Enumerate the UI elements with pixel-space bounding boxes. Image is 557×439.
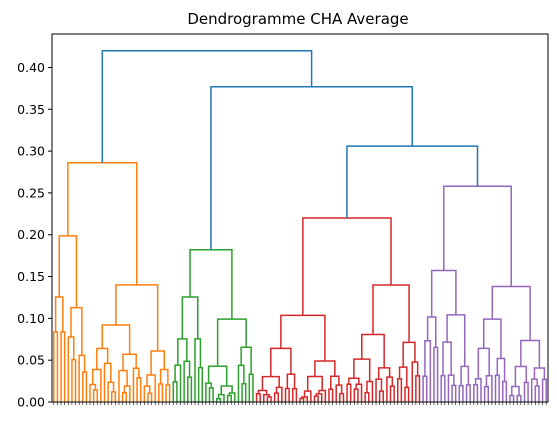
dendrogram-link <box>91 368 102 402</box>
dendrogram-link <box>377 367 391 380</box>
dendrogram-link <box>442 341 452 376</box>
dendrogram-link <box>501 380 508 402</box>
dendrogram-link <box>292 387 298 402</box>
dendrogram-link <box>433 346 439 402</box>
dendrogram-link <box>216 318 247 367</box>
dendrogram-link <box>150 350 165 376</box>
y-tick-label: 0.15 <box>17 269 45 284</box>
dendrogram-link <box>446 314 466 367</box>
dendrogram-link <box>514 365 528 387</box>
y-tick-label: 0.00 <box>17 395 45 410</box>
dendrogram-link <box>89 383 97 402</box>
dendrogram-link <box>509 394 515 402</box>
dendrogram-link <box>306 375 323 392</box>
dendrogram-link <box>226 394 232 402</box>
dendrogram-link <box>447 374 455 402</box>
dendrogram-link <box>494 374 500 402</box>
dendrogram-link <box>183 360 191 402</box>
dendrogram-link <box>541 378 547 402</box>
y-tick-label: 0.05 <box>17 353 45 368</box>
dendrogram-link <box>103 362 112 402</box>
dendrogram-link <box>520 339 541 369</box>
dendrogram-link <box>177 338 188 366</box>
dendrogram-link <box>205 382 213 402</box>
dendrogram-link <box>147 392 153 402</box>
dendrogram-link <box>270 347 292 377</box>
dendrogram-link <box>158 383 164 402</box>
top-merge-link <box>101 49 313 163</box>
y-tick-label: 0.35 <box>17 102 45 117</box>
dendrogram-link <box>353 388 359 402</box>
dendrogram-link <box>375 378 383 402</box>
dendrogram-link <box>159 368 169 385</box>
dendrogram-link <box>143 385 151 402</box>
dendrogram-link <box>335 384 343 402</box>
dendrogram-link <box>430 269 457 317</box>
top-merge-link <box>346 145 479 218</box>
dendrogram-link <box>440 374 446 402</box>
dendrogram-link <box>458 384 464 402</box>
y-axis: 0.00 0.05 0.10 0.15 0.20 0.25 0.30 0.35 0.40 <box>17 60 52 410</box>
dendrogram-link <box>313 395 319 402</box>
dendrogram-link <box>424 340 432 402</box>
dendrogram-link <box>217 393 225 402</box>
dendrogram-link <box>372 284 410 343</box>
dendrogram-link <box>315 393 323 402</box>
chart-title: Dendrogramme CHA Average <box>187 10 408 28</box>
dendrogram-link <box>261 375 280 391</box>
dendrogram-link <box>303 390 312 402</box>
dendrogram-link <box>314 360 336 377</box>
y-tick-label: 0.20 <box>17 227 45 242</box>
dendrogram-link <box>534 385 540 402</box>
y-tick-label: 0.10 <box>17 311 45 326</box>
dendrogram-link <box>523 381 529 402</box>
y-tick-label: 0.40 <box>17 60 45 75</box>
dendrogram-link <box>364 391 370 402</box>
dendrogram-link <box>301 396 308 402</box>
dendrogram-link <box>255 392 261 402</box>
dendrogram-link <box>397 378 403 402</box>
y-tick-label: 0.25 <box>17 185 45 200</box>
y-tick-label: 0.30 <box>17 144 45 159</box>
dendrogram-link <box>92 389 99 402</box>
dendrogram-link <box>123 385 131 402</box>
dendrogram-link <box>189 249 233 320</box>
dendrogram-link <box>78 354 86 402</box>
dendrogram-link <box>58 235 78 308</box>
dendrogram-link <box>398 366 408 388</box>
dendrogram-link <box>54 296 64 333</box>
dendrogram-link <box>286 373 296 389</box>
dendrogram-link <box>496 357 506 382</box>
dendrogram-link <box>115 284 159 351</box>
dendrogram-links <box>53 49 547 402</box>
dendrogram-link <box>82 371 88 402</box>
dendrogram-link <box>355 383 363 402</box>
dendrogram-link <box>220 385 233 395</box>
dendrogram-link <box>197 366 203 402</box>
dendrogram-link <box>482 318 502 359</box>
dendrogram-link <box>491 285 531 341</box>
dendrogram-link <box>328 388 334 402</box>
dendrogram-link <box>530 378 538 402</box>
dendrogram-link <box>228 392 236 402</box>
plot-frame <box>51 33 549 403</box>
